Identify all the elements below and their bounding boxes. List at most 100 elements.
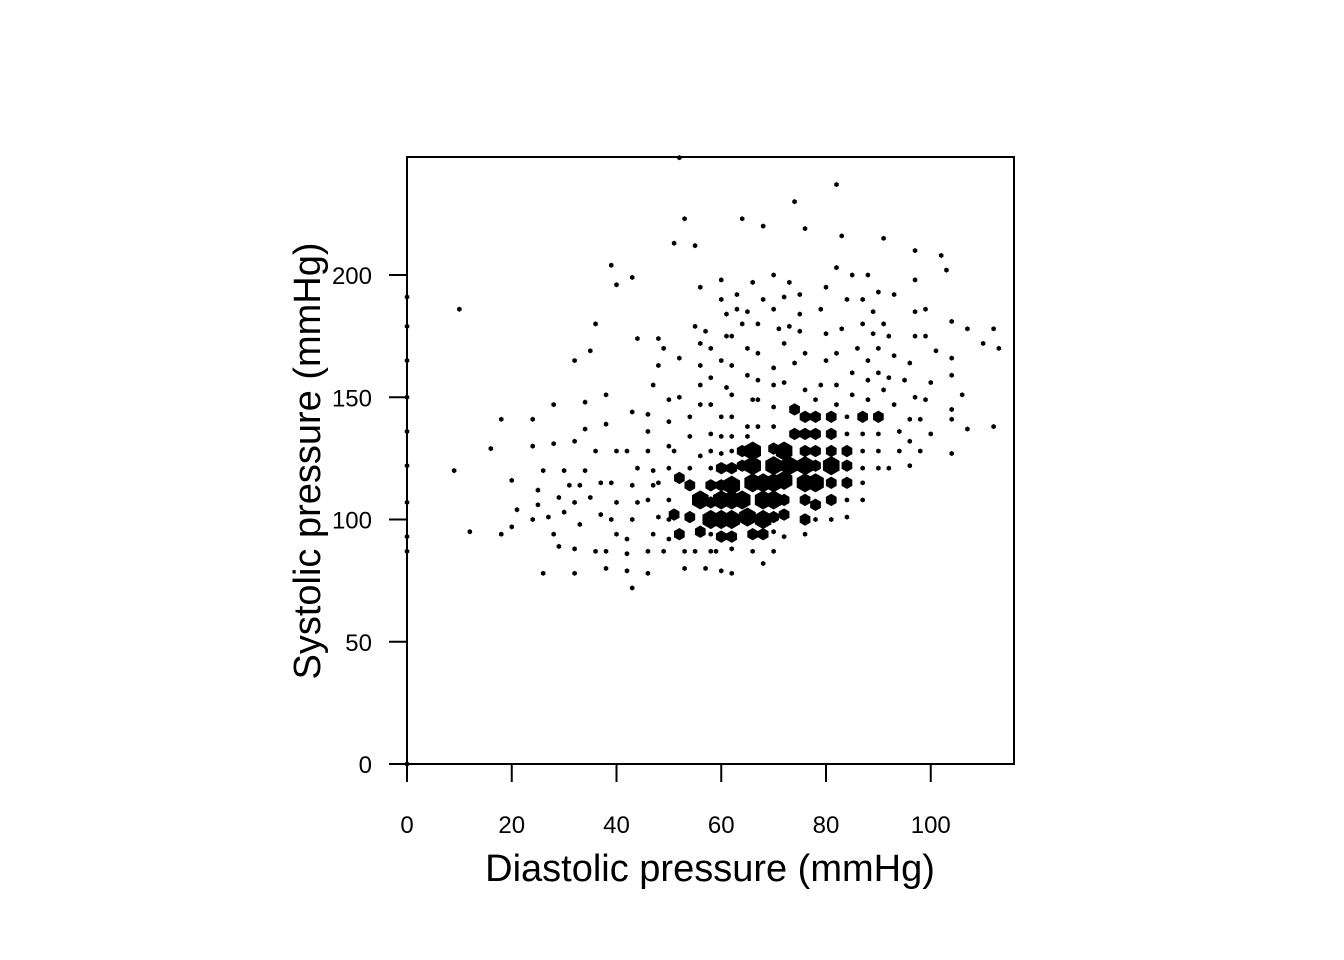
hexbin-cell [682,216,687,222]
hexbin-cell [775,441,793,461]
hexbin-cell [572,357,577,364]
hexbin-cell [705,479,717,492]
hexbin-cell [991,326,996,332]
hexbin-cell [723,475,741,495]
hexbin-cell [734,291,740,298]
hexbin-cell [825,444,837,458]
x-tick-label: 0 [400,812,413,839]
hexbin-cell [810,410,821,424]
hexbin-cell [876,431,881,437]
hexbin-cell [745,372,750,378]
hexbin-cell [703,328,708,334]
hexbin-cell [635,335,640,342]
hexbin-cell [530,443,535,449]
hexbin-cell [897,448,902,454]
hexbin-cell [666,497,672,503]
hexbin-cell [656,480,661,486]
hexbin-cell [726,530,738,543]
hexbin-cell [614,448,619,454]
hexbin-cell [750,279,755,285]
hexbin-cell [729,392,734,398]
hexbin-cell [499,531,504,537]
hexbin-cell [865,397,871,403]
hexbin-cell [603,392,609,398]
hexbin-cell [739,216,745,222]
hexbin-cell [886,375,892,381]
hexbin-cell [540,570,546,576]
hexbin-cell [813,397,818,403]
hexbin-cell [556,494,562,501]
hexbin-cell [404,499,410,505]
hexbin-cell [768,510,779,524]
hexbin-cell [694,525,706,538]
hexbin-cell [860,497,865,503]
hexbin-cell [771,272,776,278]
hexbin-cell [684,510,696,524]
hexbin-cell [912,394,918,400]
hexbin-cell [551,401,556,408]
hexbin-cell [849,392,855,398]
hexbin-cell [923,397,928,403]
hexbin-cell [823,284,829,290]
hexbin-cell [902,377,907,383]
x-tick-label: 100 [911,812,951,839]
hexbin-cell [860,321,865,327]
hexbin-cell [577,521,583,527]
hexbin-cell [797,311,803,317]
hexbin-cell [457,306,462,312]
hexbin-cell [588,494,593,501]
x-tick-label: 60 [708,812,735,839]
hexbin-cell [860,465,865,471]
hexbin-cell [980,340,986,347]
hexbin-cell [666,419,672,425]
hexbin-cell [645,548,651,554]
hexbin-cell [881,321,886,327]
hexbin-cell [949,416,954,422]
hexbin-cell [891,401,897,408]
hexbin-cell [781,456,798,476]
hexbin-cell [881,235,886,241]
hexbin-cell [729,546,734,552]
hexbin-cell [698,401,703,408]
hexbin-cell [650,531,656,537]
hexbin-cell [822,456,840,476]
hexbin-cell [965,426,970,432]
hexbin-cell [661,548,666,554]
hexbin-cell [876,345,881,351]
hexbin-cell [729,433,734,439]
hexbin-cell [765,456,782,476]
hexbin-cell [781,340,787,347]
hexbin-cell [719,296,724,303]
hexbin-cell [844,497,850,503]
hexbin-cell [744,456,761,476]
hexbin-cell [918,448,923,454]
hexbin-cell [810,459,821,472]
hexbin-cell [404,548,410,554]
hexbin-cell [724,311,729,317]
hexbin-cell [673,471,685,485]
hexbin-cell [789,427,800,441]
hexbin-cell [687,433,693,439]
hexbin-cell [687,465,693,471]
hexbin-cell [810,427,821,441]
hexbin-cell [828,516,834,523]
y-axis: 0 50 100 150 200 [332,263,407,779]
hexbin-cell [923,333,928,339]
hexbin-cell [671,240,677,246]
hexbin-cell [404,428,410,435]
hexbin-cell [949,372,954,378]
hexbin-cell [719,450,724,457]
hexbin-cell [593,321,598,327]
hexbin-cell [656,514,661,520]
hexbin-cell [687,414,693,420]
hexbin-cell [739,507,756,527]
hexbin-cell [860,448,865,454]
hexbin-cell [771,306,776,312]
hexbin-cell [733,490,751,510]
hexbin-cell [876,289,881,295]
hexbin-cell [698,362,703,369]
hexbin-cell [708,431,714,437]
hexbin-cell [907,463,913,469]
hexbin-cell [723,509,741,530]
